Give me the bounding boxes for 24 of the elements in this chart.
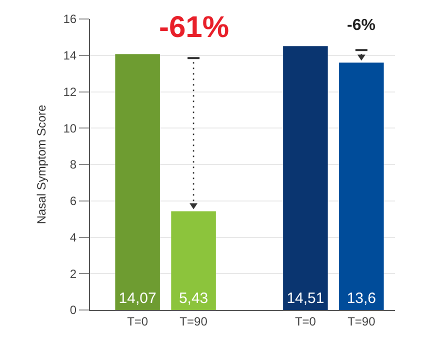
y-tick-label: 2 <box>70 266 77 281</box>
x-tick-label: T=0 <box>127 314 148 328</box>
bar <box>171 211 216 310</box>
data-label: 13,6 <box>346 290 376 307</box>
data-label: 14,51 <box>286 290 324 307</box>
x-tick-label: T=90 <box>180 314 208 328</box>
data-label: 14,07 <box>118 290 156 307</box>
y-tick-label: 4 <box>70 230 77 244</box>
bar <box>115 54 160 310</box>
y-tick-label: 8 <box>70 158 77 172</box>
x-tick-label: T=90 <box>348 314 376 328</box>
y-axis-title: Nasal Symptom Score <box>34 104 49 224</box>
y-tick-label: 6 <box>70 194 77 208</box>
y-tick-label: 12 <box>63 84 77 99</box>
y-tick-label: 16 <box>63 12 77 26</box>
annotation: -6% <box>347 17 376 34</box>
annotation: -61% <box>159 11 230 44</box>
bar <box>339 62 384 310</box>
y-tick-label: 0 <box>70 303 77 318</box>
x-tick-label: T=0 <box>294 314 316 328</box>
bar <box>283 46 328 310</box>
data-label: 5,43 <box>178 290 208 307</box>
y-tick-label: 14 <box>63 48 77 63</box>
y-tick-label: 10 <box>63 121 77 136</box>
